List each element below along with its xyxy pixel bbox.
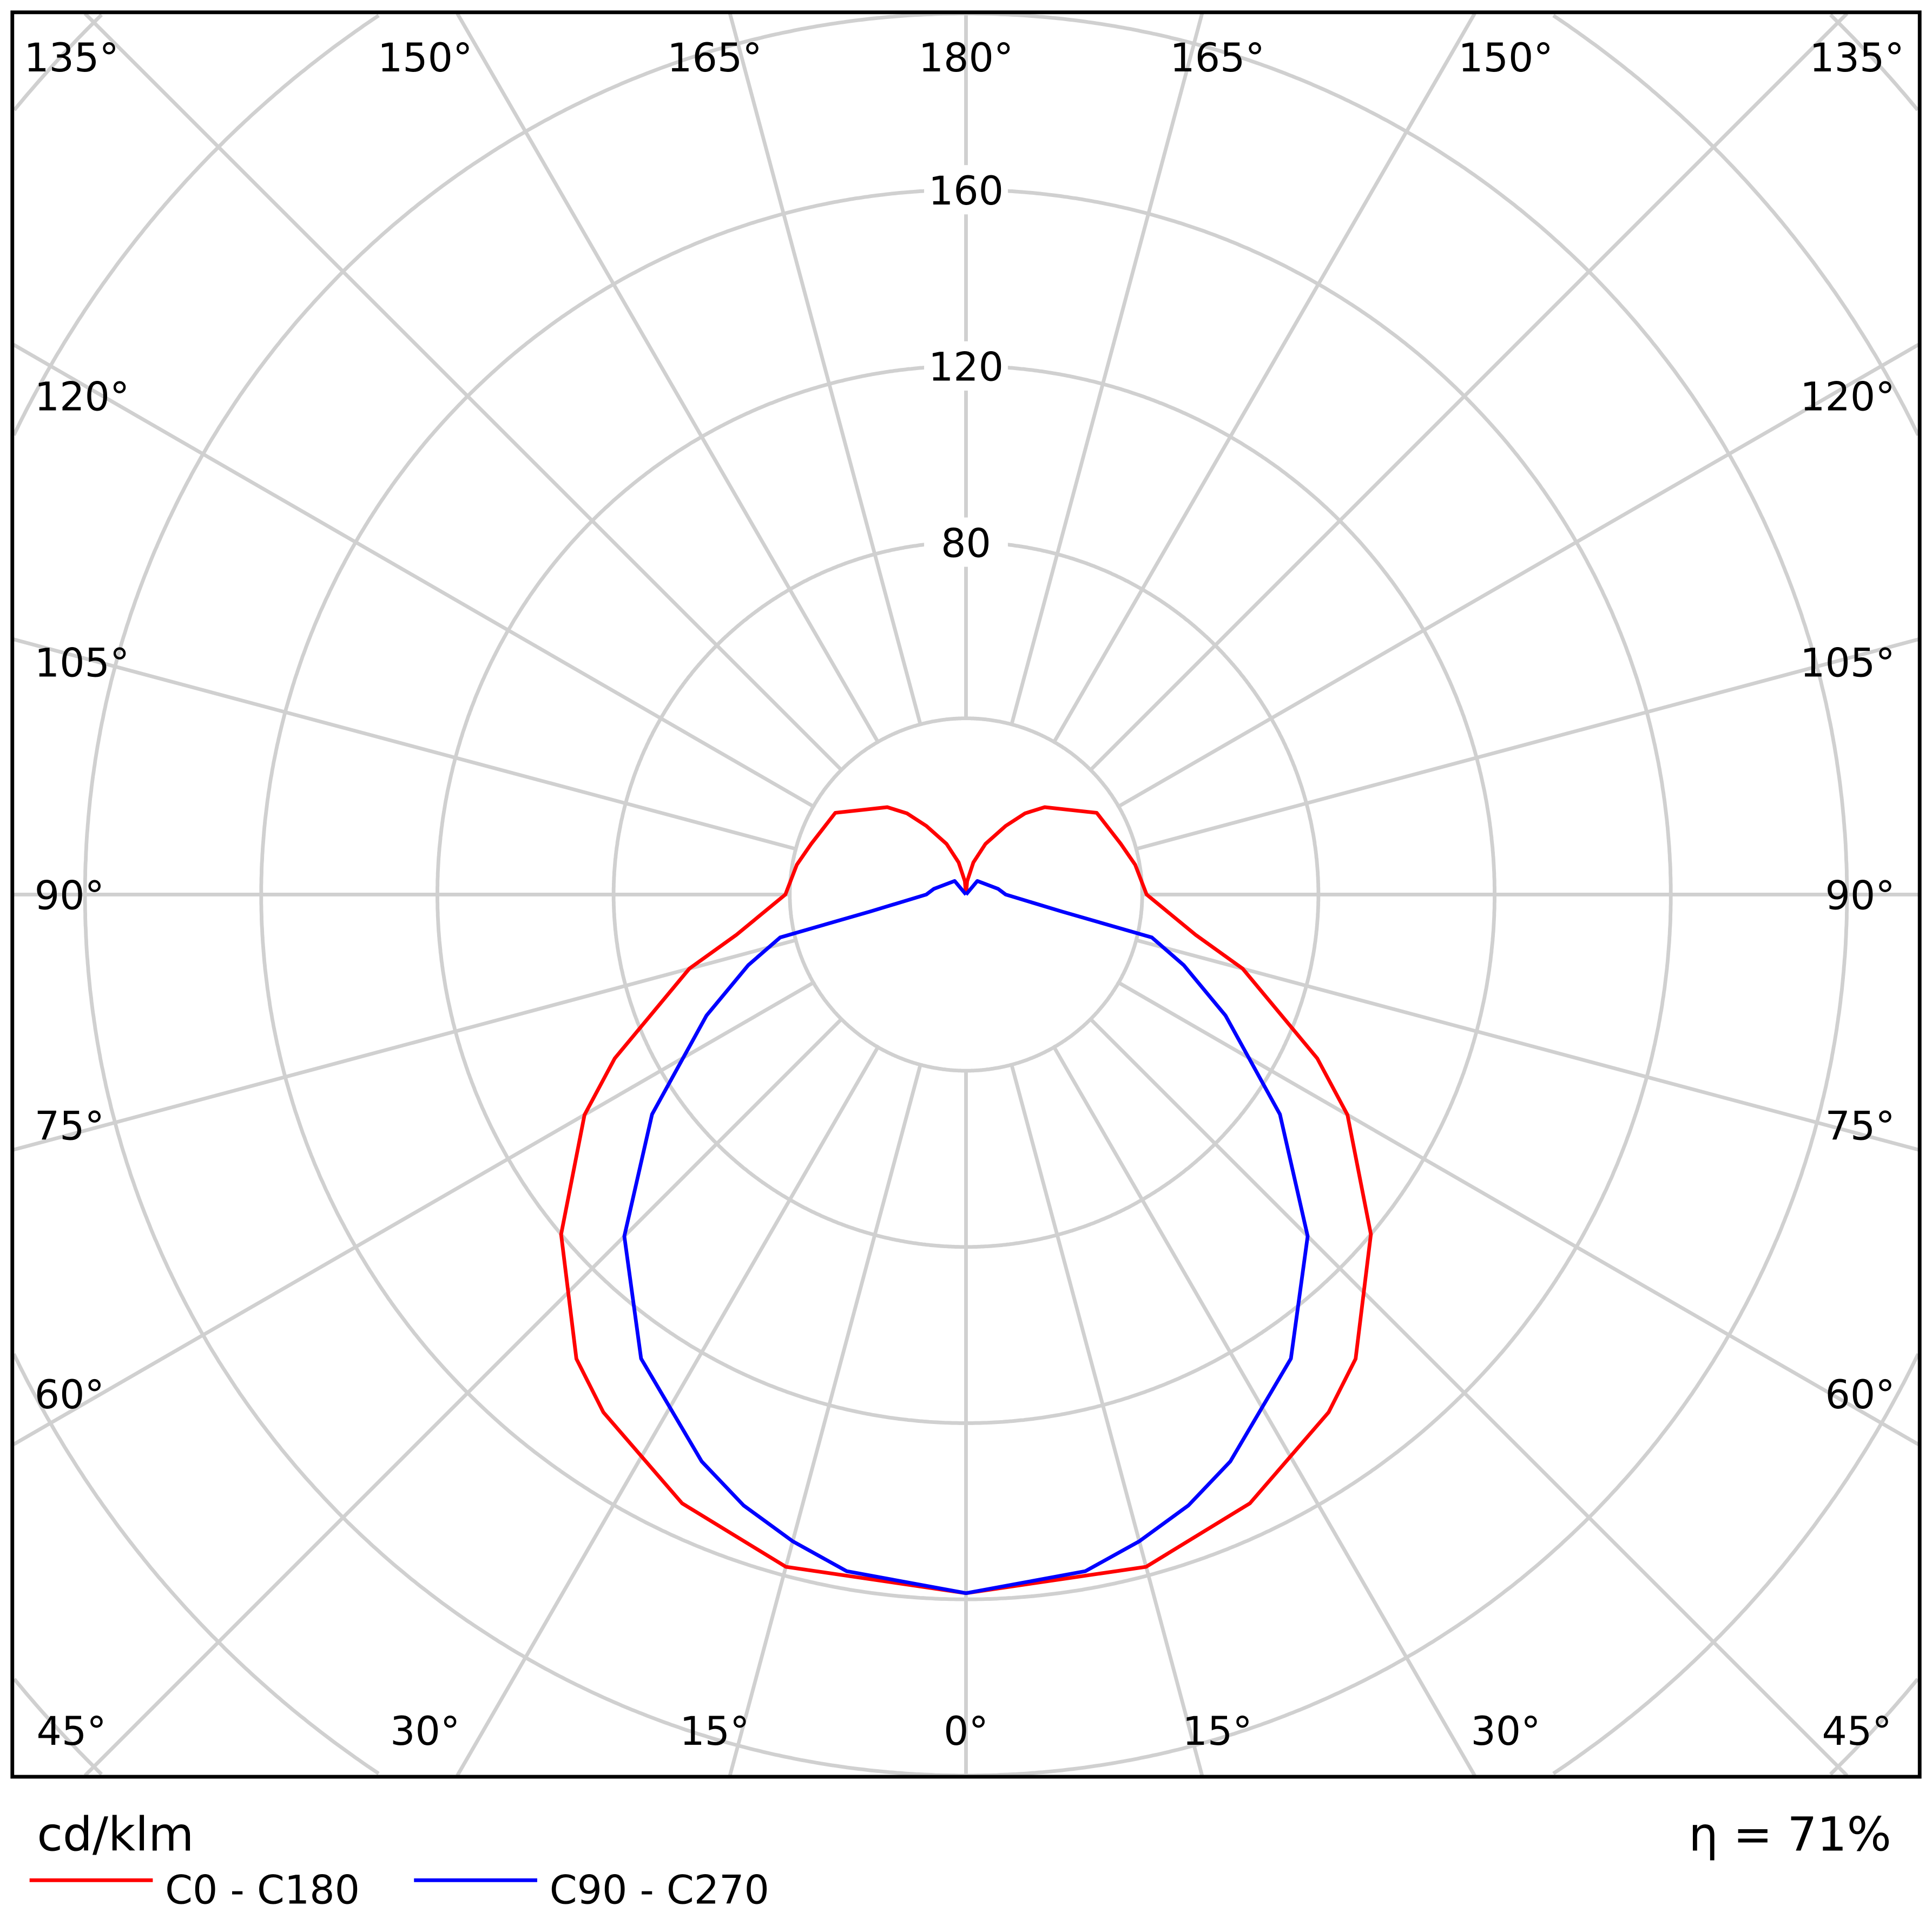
efficiency-label: η = 71% bbox=[1689, 1808, 1891, 1862]
angle-label: 45° bbox=[37, 1709, 107, 1755]
radial-tick-labels: 80 120 160 bbox=[924, 165, 1008, 567]
angle-label: 30° bbox=[390, 1709, 460, 1755]
grid-spoke bbox=[13, 637, 796, 851]
angle-label: 120° bbox=[35, 374, 130, 420]
angle-label: 105° bbox=[1800, 640, 1895, 686]
grid-ring bbox=[12, 14, 380, 436]
grid-ring bbox=[12, 1353, 380, 1775]
angle-label: 150° bbox=[1458, 35, 1553, 81]
grid-spoke bbox=[12, 343, 815, 808]
angle-label: 0° bbox=[944, 1709, 988, 1755]
grid-ring bbox=[1552, 14, 1920, 436]
angle-label: 90° bbox=[1825, 873, 1895, 919]
angle-label: 165° bbox=[1170, 35, 1265, 81]
angle-label: 60° bbox=[35, 1372, 104, 1418]
angle-label: 135° bbox=[24, 35, 119, 81]
angle-label: 165° bbox=[667, 35, 762, 81]
grid-spoke bbox=[1117, 981, 1920, 1446]
grid-spoke bbox=[1089, 12, 1849, 772]
radial-tick-label: 120 bbox=[928, 345, 1004, 391]
grid-spoke bbox=[1136, 637, 1919, 851]
angle-label: 15° bbox=[680, 1709, 749, 1755]
angle-label: 90° bbox=[35, 873, 104, 919]
grid-spoke bbox=[1010, 1064, 1204, 1776]
unit-label: cd/klm bbox=[37, 1808, 194, 1862]
grid-ring bbox=[12, 13, 103, 111]
grid-spoke bbox=[456, 1046, 880, 1777]
tick-label-bg bbox=[924, 341, 1008, 391]
series-curve-1 bbox=[622, 879, 1310, 1595]
angle-label: 75° bbox=[1825, 1104, 1895, 1150]
grid-spoke bbox=[728, 1064, 922, 1776]
angle-label: 135° bbox=[1809, 35, 1904, 81]
legend: C0 - C180 C90 - C270 bbox=[29, 1868, 769, 1914]
angle-label: 75° bbox=[35, 1104, 104, 1150]
grid-ring bbox=[1829, 13, 1920, 111]
grid-ring bbox=[1829, 1678, 1920, 1776]
angle-label: 15° bbox=[1183, 1709, 1252, 1755]
grid-spoke bbox=[1052, 12, 1476, 743]
angle-label: 150° bbox=[378, 35, 473, 81]
legend-label-c0-c180: C0 - C180 bbox=[165, 1868, 360, 1914]
grid-spoke bbox=[83, 12, 843, 772]
grid-ring bbox=[1552, 1353, 1920, 1775]
angle-label: 120° bbox=[1800, 374, 1895, 420]
angle-label: 30° bbox=[1471, 1709, 1540, 1755]
angle-labels: 135° 150° 165° 180° 165° 150° 135° 45° 30° 15° 0° 1… bbox=[24, 35, 1904, 1755]
intensity-curves bbox=[559, 805, 1373, 1595]
grid-spoke bbox=[12, 981, 815, 1446]
grid-spoke bbox=[456, 12, 880, 743]
grid-spoke bbox=[728, 13, 922, 725]
legend-label-c90-c270: C90 - C270 bbox=[550, 1868, 769, 1914]
radial-tick-label: 160 bbox=[928, 168, 1004, 214]
grid-spoke bbox=[1136, 938, 1919, 1152]
grid-spoke bbox=[1052, 1046, 1476, 1777]
radial-tick-label: 80 bbox=[941, 520, 991, 566]
angle-label: 180° bbox=[919, 35, 1014, 81]
grid-spoke bbox=[1117, 343, 1920, 808]
grid-spoke bbox=[83, 1018, 843, 1777]
plot-frame bbox=[10, 10, 1922, 1779]
grid-spoke bbox=[1010, 13, 1204, 725]
angle-label: 105° bbox=[35, 640, 130, 686]
tick-label-bg bbox=[924, 517, 1008, 567]
grid-spoke bbox=[13, 938, 796, 1152]
grid-spoke bbox=[1089, 1018, 1849, 1777]
tick-label-bg bbox=[924, 165, 1008, 215]
angle-label: 45° bbox=[1822, 1709, 1892, 1755]
angle-label: 60° bbox=[1825, 1372, 1895, 1418]
grid-ring bbox=[12, 1678, 103, 1776]
